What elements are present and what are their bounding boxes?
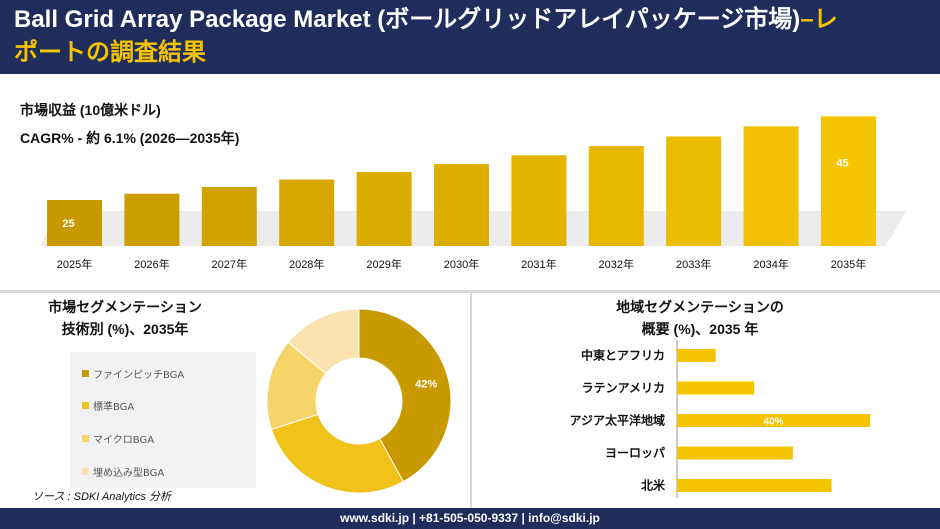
- report-title-line2: ポートの調査結果: [14, 39, 206, 66]
- region-label: ヨーロッパ: [605, 446, 665, 460]
- legend-item: 標準BGA: [82, 398, 134, 413]
- year-tick-label: 2035年: [831, 257, 866, 271]
- legend-item: 埋め込み型BGA: [82, 464, 164, 479]
- contact-footer: www.sdki.jp | +81-505-050-9337 | info@sd…: [0, 508, 940, 529]
- slice-value-label: 42%: [415, 379, 437, 391]
- bar-value-label: 45: [836, 157, 848, 169]
- bar-value-label: 25: [62, 218, 74, 230]
- donut-slice: [358, 308, 452, 483]
- panel-divider: [470, 293, 472, 508]
- legend-swatch: [82, 402, 89, 409]
- revenue-bar: [279, 179, 335, 246]
- revenue-bar: [201, 187, 257, 246]
- revenue-bar: [434, 164, 489, 246]
- technology-donut-chart: 42%: [266, 308, 452, 494]
- region-label: ラテンアメリカ: [582, 381, 665, 395]
- year-tick-label: 2030年: [444, 257, 479, 271]
- revenue-bar-chart: 2025年 25 2026年 2027年 2028年 2029年 2030年 2031年 203…: [40, 116, 906, 271]
- report-title-accent: –レ: [800, 6, 838, 33]
- source-note: ソース : SDKI Analytics 分析: [32, 491, 172, 503]
- region-bar: [677, 349, 716, 362]
- legend-swatch: [82, 370, 89, 377]
- technology-title-line1: 市場セグメンテーション: [48, 299, 202, 315]
- region-title-line1: 地域セグメンテーションの: [616, 299, 784, 315]
- region-value-label: 40%: [764, 417, 784, 428]
- legend-label: マイクロBGA: [93, 435, 155, 446]
- header-banner: Ball Grid Array Package Market (ボールグリッドア…: [0, 0, 940, 74]
- region-bar: [677, 381, 755, 395]
- technology-title-line2: 技術別 (%)、2035年: [61, 321, 189, 337]
- region-bar: [677, 479, 832, 492]
- region-bar: [677, 446, 793, 460]
- legend-swatch: [82, 468, 89, 475]
- legend-label: 埋め込み型BGA: [93, 468, 165, 479]
- region-label: アジア太平洋地域: [569, 413, 665, 428]
- revenue-bar: [588, 146, 644, 246]
- revenue-bar: [47, 200, 102, 246]
- revenue-bar: [666, 136, 722, 246]
- revenue-bar: [356, 171, 412, 246]
- year-tick-label: 2033年: [676, 257, 711, 271]
- year-tick-label: 2029年: [366, 257, 401, 271]
- technology-segment-title: 市場セグメンテーション 技術別 (%)、2035年: [20, 296, 230, 340]
- legend-label: ファインピッチBGA: [93, 370, 185, 381]
- revenue-bar: [511, 155, 567, 246]
- year-tick-label: 2032年: [599, 257, 634, 271]
- legend-item: マイクロBGA: [82, 431, 154, 446]
- region-title-line2: 概要 (%)、2035 年: [641, 321, 759, 337]
- region-segment-title: 地域セグメンテーションの 概要 (%)、2035 年: [580, 296, 820, 340]
- revenue-bar: [821, 116, 876, 246]
- year-tick-label: 2027年: [212, 257, 247, 271]
- revenue-subtitle: 市場収益 (10億米ドル): [20, 102, 161, 118]
- region-label: 北米: [641, 478, 666, 493]
- region-label: 中東とアフリカ: [581, 348, 665, 363]
- report-title-main: Ball Grid Array Package Market (ボールグリッドア…: [14, 6, 801, 33]
- year-tick-label: 2025年: [57, 257, 92, 271]
- donut-slice: [287, 308, 360, 375]
- section-divider: [0, 290, 940, 293]
- donut-slice: [270, 413, 405, 494]
- year-tick-label: 2028年: [289, 257, 324, 271]
- revenue-bar: [743, 126, 799, 246]
- year-tick-label: 2031年: [521, 257, 556, 271]
- legend-swatch: [82, 435, 89, 442]
- donut-legend: ファインピッチBGA 標準BGA マイクロBGA 埋め込み型BGA: [70, 352, 256, 488]
- year-tick-label: 2034年: [753, 257, 788, 271]
- region-bar: [677, 414, 871, 427]
- revenue-bar: [124, 193, 180, 246]
- year-tick-label: 2026年: [134, 257, 169, 271]
- legend-item: ファインピッチBGA: [82, 366, 184, 381]
- legend-label: 標準BGA: [93, 402, 135, 413]
- cagr-subtitle: CAGR% - 約 6.1% (2026—2035年): [20, 130, 240, 146]
- report-title-line1: Ball Grid Array Package Market (ボールグリッドア…: [14, 3, 934, 37]
